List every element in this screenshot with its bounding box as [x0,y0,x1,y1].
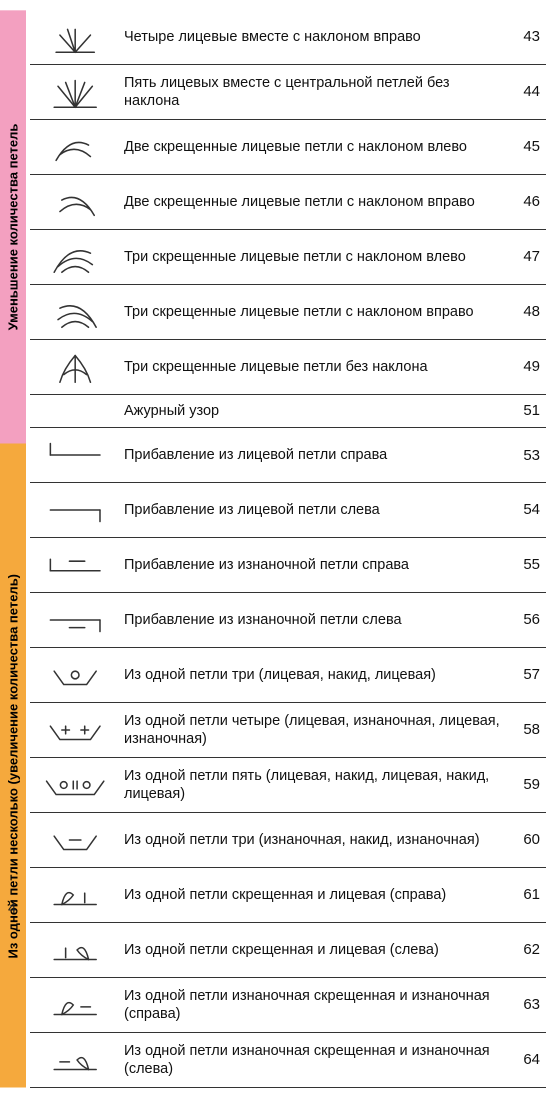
row-page: 62 [506,941,546,958]
table-row: Прибавление из изнаночной петли слева56 [30,593,546,648]
symbol-inc-purl-r [30,542,120,588]
row-page: 57 [506,666,546,683]
sidebar: Уменьшение количества петельИз одной пет… [0,10,26,1088]
symbol-k4tog-r [30,14,120,60]
table-row: Три скрещенные лицевые петли без наклона… [30,340,546,395]
table-row: Из одной петли три (изнаночная, накид, и… [30,813,546,868]
page-number: 4 [8,900,16,917]
symbol-inc-knit-r [30,432,120,478]
table-row: Из одной петли скрещенная и лицевая (сле… [30,923,546,978]
symbol-m1-cross-k-r [30,872,120,918]
row-page: 48 [506,303,546,320]
row-page: 64 [506,1051,546,1068]
table-row: Две скрещенные лицевые петли с наклоном … [30,120,546,175]
symbol-m1-cross-p-r [30,982,120,1028]
row-description: Две скрещенные лицевые петли с наклоном … [120,190,506,214]
table-row: Три скрещенные лицевые петли с наклоном … [30,285,546,340]
row-page: 54 [506,501,546,518]
symbol-k5tog-c [30,69,120,115]
table-main: Четыре лицевые вместе с наклоном вправо4… [30,10,546,1088]
row-page: 56 [506,611,546,628]
symbol-none [30,409,120,413]
row-description: Из одной петли пять (лицевая, накид, лиц… [120,764,506,806]
row-description: Прибавление из лицевой петли справа [120,443,506,467]
page-layout: Уменьшение количества петельИз одной пет… [0,0,558,1098]
row-page: 59 [506,776,546,793]
row-description: Три скрещенные лицевые петли с наклоном … [120,300,506,324]
row-description: Из одной петли изнаночная скрещенная и и… [120,1039,506,1081]
table-row: Прибавление из лицевой петли слева54 [30,483,546,538]
symbol-m1-cross-p-l [30,1037,120,1083]
table-row: Четыре лицевые вместе с наклоном вправо4… [30,10,546,65]
row-description: Из одной петли скрещенная и лицевая (сле… [120,938,506,962]
row-page: 43 [506,28,546,45]
symbol-m1to3-kyk [30,652,120,698]
row-description: Четыре лицевые вместе с наклоном вправо [120,25,506,49]
symbol-cross2-l [30,124,120,170]
symbol-m1to5 [30,762,120,808]
row-description: Три скрещенные лицевые петли без наклона [120,355,506,379]
symbol-inc-purl-l [30,597,120,643]
symbol-m1to3-pyp [30,817,120,863]
row-description: Прибавление из изнаночной петли слева [120,608,506,632]
row-description: Прибавление из лицевой петли слева [120,498,506,522]
table-row: Из одной петли изнаночная скрещенная и и… [30,1033,546,1088]
symbol-cross3-r [30,289,120,335]
table-row: Прибавление из лицевой петли справа53 [30,428,546,483]
symbol-m1-cross-k-l [30,927,120,973]
row-description: Из одной петли три (изнаночная, накид, и… [120,828,506,852]
row-page: 47 [506,248,546,265]
table-row: Пять лицевых вместе с центральной петлей… [30,65,546,120]
row-page: 60 [506,831,546,848]
row-page: 51 [506,402,546,419]
table-row: Две скрещенные лицевые петли с наклоном … [30,175,546,230]
row-description: Из одной петли три (лицевая, накид, лице… [120,663,506,687]
row-page: 53 [506,447,546,464]
row-page: 58 [506,721,546,738]
table-row: Из одной петли три (лицевая, накид, лице… [30,648,546,703]
row-description: Ажурный узор [120,399,506,423]
sidebar-section-decrease: Уменьшение количества петель [0,10,26,444]
row-description: Три скрещенные лицевые петли с наклоном … [120,245,506,269]
row-page: 46 [506,193,546,210]
table-row: Из одной петли четыре (лицевая, изнаночн… [30,703,546,758]
row-description: Из одной петли изнаночная скрещенная и и… [120,984,506,1026]
table-row: Из одной петли пять (лицевая, накид, лиц… [30,758,546,813]
row-page: 55 [506,556,546,573]
table-row: Ажурный узор51 [30,395,546,428]
symbol-cross3-l [30,234,120,280]
row-description: Прибавление из изнаночной петли справа [120,553,506,577]
sidebar-section-increase: Из одной петли несколько (увеличение кол… [0,444,26,1088]
symbol-cross3-c [30,344,120,390]
row-page: 49 [506,358,546,375]
symbol-m1to4 [30,707,120,753]
table-row: Из одной петли изнаночная скрещенная и и… [30,978,546,1033]
symbol-inc-knit-l [30,487,120,533]
row-description: Из одной петли четыре (лицевая, изнаночн… [120,709,506,751]
table-row: Из одной петли скрещенная и лицевая (спр… [30,868,546,923]
row-page: 44 [506,83,546,100]
row-description: Пять лицевых вместе с центральной петлей… [120,71,506,113]
row-description: Из одной петли скрещенная и лицевая (спр… [120,883,506,907]
table-row: Три скрещенные лицевые петли с наклоном … [30,230,546,285]
row-description: Две скрещенные лицевые петли с наклоном … [120,135,506,159]
table-row: Прибавление из изнаночной петли справа55 [30,538,546,593]
row-page: 61 [506,886,546,903]
symbol-cross2-r [30,179,120,225]
row-page: 45 [506,138,546,155]
row-page: 63 [506,996,546,1013]
